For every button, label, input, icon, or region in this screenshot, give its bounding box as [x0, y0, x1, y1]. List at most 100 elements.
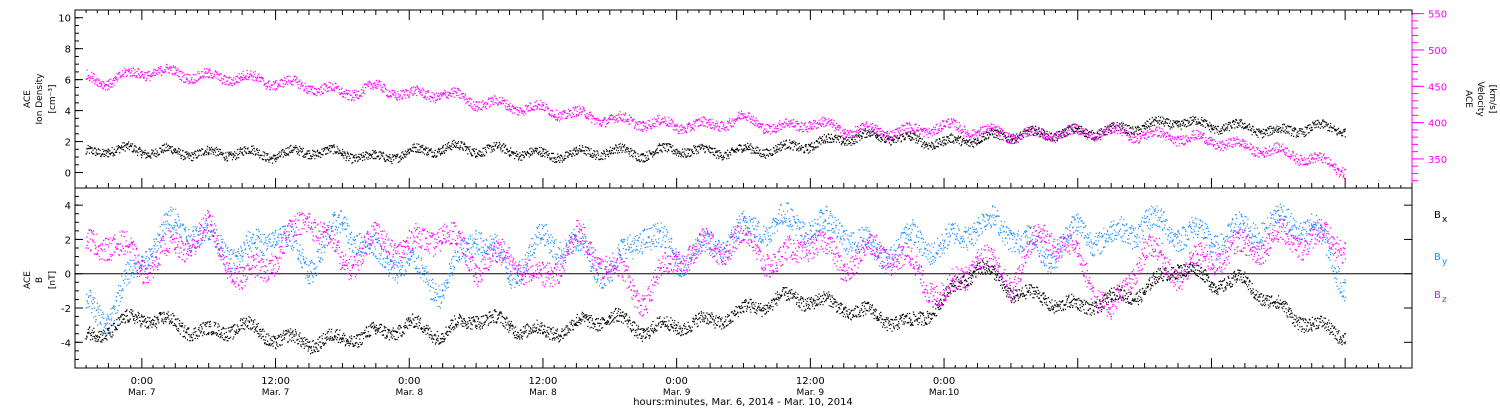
density-axis-label-line3: [cm⁻³]	[48, 84, 58, 113]
bx-series-marker	[508, 324, 511, 326]
density-axis-ticks: 0 2 4 6 8 10	[58, 14, 83, 180]
velocity-tick-label: 500	[1428, 46, 1447, 57]
velocity-series-marker	[976, 130, 979, 133]
by-series-marker	[441, 290, 444, 292]
by-series-marker	[909, 238, 912, 241]
bz-series-marker	[575, 238, 578, 241]
bx-series-marker	[241, 324, 243, 326]
bz-series-marker	[85, 247, 87, 249]
density-tick-label: 10	[58, 14, 71, 25]
velocity-series-marker	[1210, 139, 1213, 142]
by-series-marker	[408, 264, 411, 266]
bx-series-marker	[675, 324, 678, 326]
ion-density-series-marker	[85, 153, 87, 155]
velocity-axis-label-line2: Velocity	[1475, 81, 1485, 117]
bx-series-marker	[542, 332, 544, 335]
velocity-series-marker	[241, 76, 243, 79]
field-tick-label: 2	[65, 235, 71, 246]
velocity-series	[85, 63, 1346, 179]
velocity-series-marker	[1076, 131, 1079, 134]
bz-series-marker	[1177, 272, 1179, 275]
legend-subscript: y	[1442, 257, 1448, 267]
bx-series-marker	[207, 332, 210, 335]
velocity-series-marker	[1277, 150, 1280, 153]
velocity-series-marker	[609, 118, 611, 121]
velocity-series-marker	[1344, 169, 1346, 171]
density-tick-label: 8	[65, 45, 71, 56]
bx-series-marker	[1277, 307, 1280, 309]
by-series-marker	[542, 238, 544, 241]
ion-density-series-marker	[709, 151, 711, 154]
velocity-series-marker	[1143, 134, 1146, 136]
bz-series-marker	[241, 281, 243, 284]
by-series	[85, 202, 1347, 334]
bx-series-marker	[341, 338, 344, 340]
by-series-marker	[1277, 221, 1280, 224]
ion-density-series-marker	[375, 157, 377, 160]
bz-series-marker	[542, 281, 544, 284]
bx-series-marker	[107, 327, 110, 330]
bz-series-marker	[609, 264, 611, 266]
bz-series-marker	[1143, 247, 1146, 249]
by-series-marker	[1043, 255, 1046, 258]
bz-series-marker	[876, 247, 878, 249]
bx-series-marker	[1043, 298, 1046, 301]
velocity-series-marker	[308, 85, 310, 88]
by-series-marker	[1110, 238, 1112, 241]
date-tick-label: Mar. 7	[262, 388, 290, 398]
velocity-series-marker	[642, 121, 645, 124]
velocity-series-marker	[909, 130, 912, 133]
by-series-marker	[508, 272, 511, 275]
bx-series	[85, 260, 1347, 355]
bz-series-marker	[274, 255, 277, 258]
bz-series-marker	[742, 238, 745, 241]
velocity-series-marker	[575, 113, 578, 116]
time-tick-label: 12:00	[261, 376, 290, 387]
legend-subscript: x	[1442, 215, 1448, 225]
bz-series-marker	[441, 230, 444, 232]
bx-series-marker	[1210, 281, 1213, 284]
ion-density-series-points	[86, 115, 1346, 165]
bz-series-marker	[475, 264, 477, 266]
ion-density-series-marker	[508, 150, 511, 152]
bx-series-marker	[141, 315, 143, 318]
date-tick-label: Mar.10	[929, 388, 960, 398]
by-series-marker	[341, 221, 344, 224]
bx-series-marker	[1310, 324, 1313, 326]
velocity-tick-label: 400	[1428, 119, 1447, 130]
by-series-marker	[876, 255, 878, 258]
time-axis-ticks	[74, 358, 1413, 368]
legend-label: B	[1434, 210, 1441, 221]
field-axis-label-line3: [nT]	[48, 271, 58, 289]
ion-density-series-marker	[943, 142, 945, 144]
bx-series-marker	[842, 307, 845, 309]
velocity-series-marker	[475, 101, 477, 104]
by-series-marker	[809, 224, 812, 227]
field-tick-label: 4	[65, 201, 71, 212]
by-series-marker	[943, 247, 945, 249]
ion-density-series-marker	[1344, 128, 1346, 130]
bx-series-marker	[575, 324, 578, 326]
ion-density-series-marker	[742, 150, 745, 152]
bx-series-marker	[475, 315, 477, 318]
by-series-marker	[1143, 221, 1146, 224]
density-tick-label: 6	[65, 76, 71, 87]
velocity-series-marker	[842, 129, 845, 131]
by-series-marker	[241, 255, 243, 258]
ion-density-series-marker	[1277, 131, 1280, 134]
time-tick-label: 12:00	[529, 376, 558, 387]
bz-series-marker	[508, 255, 511, 258]
field-axis-label-line1: ACE	[23, 271, 33, 289]
ion-density-series-marker	[909, 139, 912, 141]
by-series-marker	[1177, 230, 1179, 232]
bottom-panel-series	[85, 202, 1347, 355]
velocity-series-marker	[742, 117, 745, 120]
by-series-marker	[842, 230, 845, 232]
field-tick-label: -2	[61, 304, 71, 315]
bz-series-marker	[341, 264, 344, 266]
velocity-series-marker	[107, 80, 110, 82]
by-series-marker	[976, 221, 979, 224]
legend-label: B	[1434, 252, 1441, 263]
velocity-series-marker	[174, 72, 177, 75]
